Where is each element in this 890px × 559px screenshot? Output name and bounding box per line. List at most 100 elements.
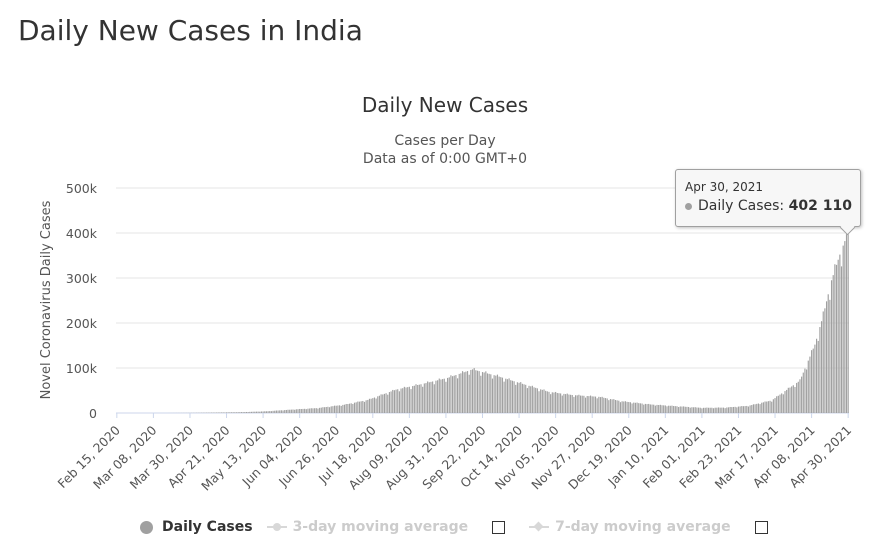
bar[interactable] — [488, 373, 490, 413]
bar[interactable] — [343, 404, 346, 413]
bar[interactable] — [443, 378, 445, 413]
bar[interactable] — [466, 371, 469, 413]
bar[interactable] — [777, 395, 779, 413]
bar[interactable] — [591, 396, 593, 413]
bar[interactable] — [589, 395, 592, 413]
bar[interactable] — [523, 384, 525, 413]
bar[interactable] — [701, 408, 703, 413]
bar[interactable] — [325, 407, 327, 413]
bar[interactable] — [513, 381, 515, 413]
bar[interactable] — [338, 405, 341, 413]
bar[interactable] — [633, 402, 635, 413]
bar[interactable] — [784, 391, 786, 413]
bar[interactable] — [624, 401, 627, 413]
bar[interactable] — [252, 411, 254, 413]
bar[interactable] — [611, 399, 613, 413]
7-day-average-checkbox[interactable] — [754, 520, 768, 534]
bar[interactable] — [302, 408, 304, 413]
bar[interactable] — [634, 402, 636, 413]
bar[interactable] — [830, 280, 833, 413]
legend-item-3-day-average[interactable]: 3-day moving average — [266, 519, 468, 535]
bar[interactable] — [673, 406, 675, 413]
bar[interactable] — [289, 409, 291, 413]
bar[interactable] — [480, 375, 482, 413]
bar[interactable] — [545, 390, 547, 413]
bar[interactable] — [324, 407, 326, 413]
bar[interactable] — [791, 386, 793, 413]
bar[interactable] — [686, 406, 688, 413]
bar[interactable] — [350, 403, 352, 413]
bar[interactable] — [486, 373, 489, 413]
bar[interactable] — [485, 371, 487, 413]
bar[interactable] — [460, 373, 462, 413]
bar[interactable] — [609, 399, 612, 413]
bar[interactable] — [596, 398, 598, 413]
bar[interactable] — [506, 379, 509, 413]
bar[interactable] — [300, 409, 302, 413]
bar[interactable] — [834, 264, 836, 413]
bar[interactable] — [398, 391, 400, 413]
bar[interactable] — [352, 403, 354, 413]
bar[interactable] — [307, 408, 309, 413]
bar[interactable] — [370, 398, 372, 413]
bar[interactable] — [463, 372, 465, 413]
bar[interactable] — [234, 412, 236, 413]
bar[interactable] — [757, 403, 759, 413]
bar[interactable] — [676, 406, 678, 413]
bar[interactable] — [568, 394, 570, 413]
bar[interactable] — [357, 401, 359, 413]
bar[interactable] — [495, 375, 497, 413]
bar[interactable] — [845, 229, 848, 414]
bar[interactable] — [533, 387, 535, 413]
bar[interactable] — [553, 392, 555, 413]
bar[interactable] — [277, 410, 279, 413]
bar[interactable] — [570, 394, 572, 413]
bar[interactable] — [501, 377, 504, 413]
bar[interactable] — [372, 398, 374, 413]
bar[interactable] — [751, 405, 753, 413]
bar[interactable] — [734, 406, 736, 413]
bar[interactable] — [363, 401, 366, 413]
bar[interactable] — [825, 301, 828, 413]
bar[interactable] — [639, 403, 641, 413]
bar[interactable] — [543, 389, 545, 413]
bar[interactable] — [458, 373, 460, 413]
bar[interactable] — [796, 382, 798, 413]
bar[interactable] — [664, 405, 666, 413]
bar[interactable] — [387, 394, 389, 413]
bar[interactable] — [536, 388, 538, 413]
bar[interactable] — [423, 383, 425, 413]
bar[interactable] — [314, 408, 316, 413]
bar[interactable] — [285, 409, 287, 413]
bar[interactable] — [839, 254, 841, 413]
bar[interactable] — [603, 397, 605, 413]
bar[interactable] — [260, 411, 263, 413]
bar[interactable] — [408, 386, 410, 413]
bar[interactable] — [649, 404, 651, 413]
bar[interactable] — [378, 395, 381, 413]
bar[interactable] — [716, 407, 718, 413]
bar[interactable] — [772, 399, 774, 413]
bar[interactable] — [282, 410, 284, 413]
bar[interactable] — [400, 388, 402, 413]
bar[interactable] — [654, 405, 656, 413]
bar[interactable] — [782, 394, 784, 413]
bar[interactable] — [681, 406, 683, 413]
bar[interactable] — [563, 393, 565, 414]
bar[interactable] — [694, 407, 696, 413]
bar[interactable] — [766, 401, 768, 413]
bar[interactable] — [721, 407, 723, 413]
bar[interactable] — [337, 405, 339, 413]
bar[interactable] — [824, 308, 826, 413]
bar[interactable] — [636, 402, 638, 413]
bar[interactable] — [776, 396, 778, 413]
bar[interactable] — [445, 381, 447, 413]
bar[interactable] — [520, 382, 522, 413]
bar[interactable] — [347, 404, 349, 413]
bar[interactable] — [722, 407, 725, 413]
bar[interactable] — [724, 408, 726, 413]
bar[interactable] — [706, 407, 708, 413]
bar[interactable] — [498, 376, 500, 413]
bar[interactable] — [385, 393, 387, 413]
